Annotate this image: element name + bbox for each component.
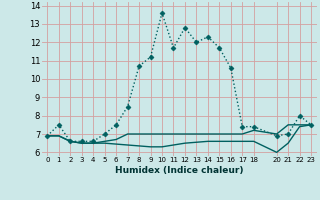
X-axis label: Humidex (Indice chaleur): Humidex (Indice chaleur)	[115, 166, 244, 175]
